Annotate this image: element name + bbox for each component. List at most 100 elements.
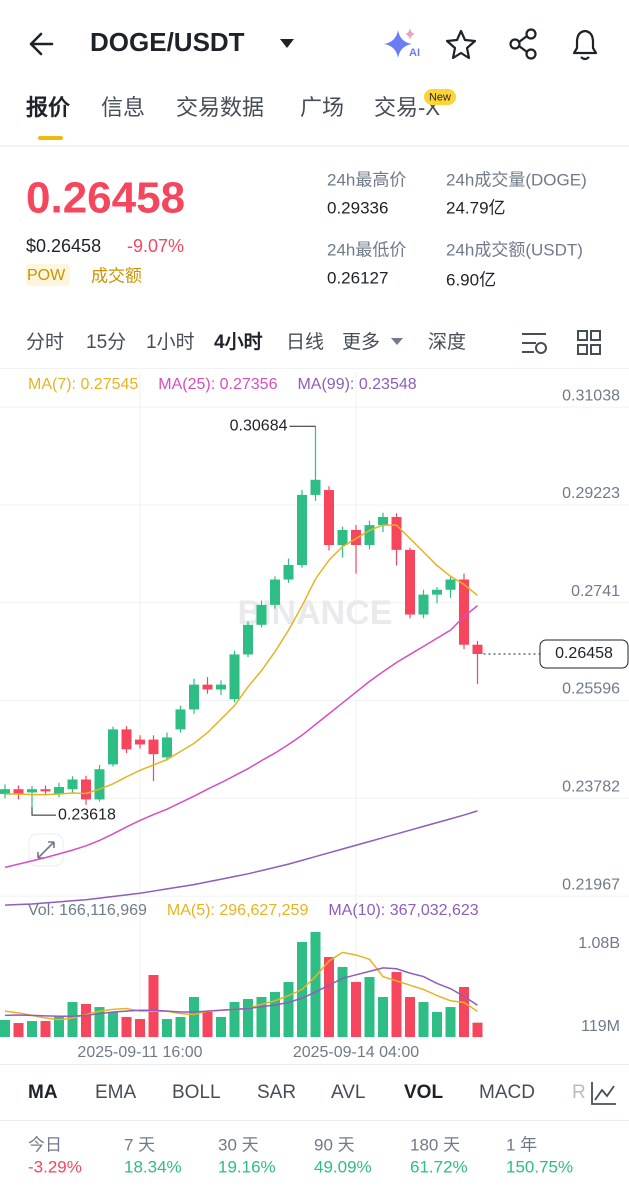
expand-button[interactable] [28,833,64,867]
performance-value: 49.09% [314,1157,372,1176]
candle-body [270,579,280,605]
volume-bar [351,981,361,1037]
volume-bar [378,997,388,1037]
stat-label: 24h最高价 [327,170,406,189]
price-change: -9.07% [127,236,184,256]
interval[interactable]: 15分 [86,331,126,353]
volume-bar [310,931,321,1037]
volume-bar [40,1021,51,1037]
volume-bar [445,1007,456,1037]
interval[interactable]: 分时 [26,331,64,353]
volume-bar [54,1016,64,1037]
tab[interactable]: 交易数据 [176,95,264,120]
candle-body [121,729,132,750]
indicator-tab[interactable]: MACD [479,1082,535,1103]
volume-bar [283,981,294,1037]
indicator-tab[interactable]: VOL [404,1082,443,1103]
volume-bar [324,957,334,1037]
x-tick-label: 2025-09-11 16:00 [77,1044,202,1061]
y-tick-label: 0.25596 [562,681,620,698]
y-tick-label: 0.31038 [562,387,620,404]
candle-body [432,589,442,595]
candle-body [283,564,294,580]
tag[interactable]: POW [27,267,66,284]
favorite-button[interactable] [445,29,477,60]
tab[interactable]: 信息 [101,95,145,120]
alert-button[interactable] [572,29,598,61]
tab[interactable]: 报价 [26,95,71,120]
candle-body [67,779,78,790]
tab[interactable]: 广场 [300,95,344,120]
stat-label: 24h成交量(DOGE) [446,170,587,189]
performance-value: 19.16% [218,1157,276,1176]
indicator-tab[interactable]: EMA [95,1082,137,1103]
candle-body [364,525,375,546]
indicator-settings[interactable] [522,333,547,354]
candle-body [0,789,10,795]
last-price-box [539,639,629,669]
back-button[interactable] [29,32,54,56]
pair-title[interactable]: DOGE/USDT [90,27,245,57]
indicator-tab[interactable]: AVL [331,1082,366,1103]
volume-bar [216,1016,226,1037]
new-badge-text: New [429,91,451,103]
volume-bar [121,1016,132,1037]
performance-label: 7 天 [124,1135,155,1154]
candle-body [418,594,429,615]
candle-body [135,739,145,745]
volume-bar [418,1002,429,1037]
volume-bar [135,1019,145,1037]
candle-body [310,479,321,495]
volume-bar [81,1004,91,1037]
candle-body [148,739,159,755]
candle-body [108,729,118,765]
low-label: 0.23618 [58,806,116,823]
candle-body [324,490,334,546]
volume-bar [405,997,415,1037]
candle-body [405,549,415,615]
interval[interactable]: 4小时 [214,331,263,353]
performance-value: 18.34% [124,1157,182,1176]
indicator-tab[interactable]: MA [28,1082,58,1103]
volume-bar [243,999,253,1037]
more-caret [391,338,403,345]
volume-bar [13,1023,24,1037]
high-label: 0.30684 [230,417,288,434]
y-tick-label: 0.23782 [562,778,620,795]
candle-body [351,529,361,546]
volume-bar [189,997,199,1037]
divider [0,145,629,147]
tag-box [26,264,70,286]
ai-sparkle [405,28,415,40]
interval[interactable]: 更多 [342,331,380,353]
tag[interactable]: 成交额 [91,266,142,285]
volume-bar [0,1019,10,1037]
y-tick-label: 0.2741 [571,583,620,600]
share-button[interactable] [509,28,537,60]
y-tick-label: 1.08B [578,935,620,952]
candle-body [13,789,24,795]
last-price-label: 0.26458 [555,645,613,662]
candle-body [378,516,388,526]
stat-value: 0.29336 [327,198,388,217]
stat-value: 0.26127 [327,268,388,287]
layout-button[interactable] [577,330,601,355]
indicator-chart-button[interactable] [591,1082,616,1105]
ma-line [4,605,478,869]
pair-dropdown[interactable] [280,39,294,48]
performance-value: 61.72% [410,1157,468,1176]
y-tick-label: 119M [581,1018,620,1035]
interval[interactable]: 1小时 [146,331,195,353]
indicator-tab[interactable]: BOLL [172,1082,221,1103]
interval[interactable]: 日线 [286,331,324,353]
ma-line [5,524,478,796]
indicator-tab[interactable]: R [572,1082,586,1103]
interval[interactable]: 深度 [428,331,466,353]
ai-label: AI [409,47,420,59]
indicator-tab[interactable]: SAR [257,1082,296,1103]
volume-bar [337,966,348,1037]
y-tick-label: 0.21967 [562,876,620,893]
volume-bar [459,986,469,1037]
ai-icon[interactable] [384,30,412,58]
x-tick-label: 2025-09-14 04:00 [293,1044,419,1061]
